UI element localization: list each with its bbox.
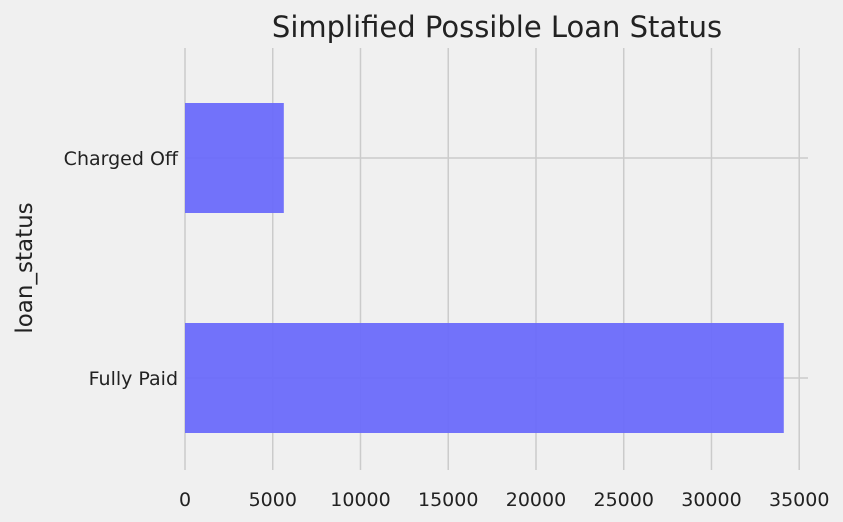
x-tick-label: 15000 (418, 489, 478, 511)
x-tick-label: 30000 (681, 489, 741, 511)
bar (185, 103, 284, 213)
x-axis-ticks: 0 5000 10000 15000 20000 25000 30000 35000 (179, 489, 829, 511)
chart-title: Simplified Possible Loan Status (272, 10, 722, 44)
y-axis-label: loan_status (12, 202, 38, 333)
x-tick-label: 25000 (594, 489, 654, 511)
y-axis-ticks: Charged Off Fully Paid (64, 148, 179, 390)
x-tick-label: 35000 (769, 489, 829, 511)
bar (185, 323, 784, 433)
y-tick-label: Charged Off (64, 148, 179, 170)
x-tick-label: 20000 (506, 489, 566, 511)
bars-layer (185, 103, 784, 433)
x-tick-label: 10000 (330, 489, 390, 511)
x-tick-label: 5000 (249, 489, 297, 511)
y-tick-label: Fully Paid (89, 368, 178, 390)
x-tick-label: 0 (179, 489, 191, 511)
